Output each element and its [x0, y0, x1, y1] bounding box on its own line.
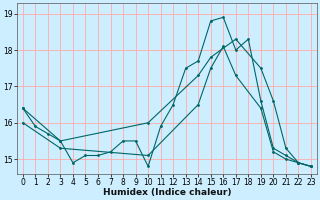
X-axis label: Humidex (Indice chaleur): Humidex (Indice chaleur) [103, 188, 231, 197]
